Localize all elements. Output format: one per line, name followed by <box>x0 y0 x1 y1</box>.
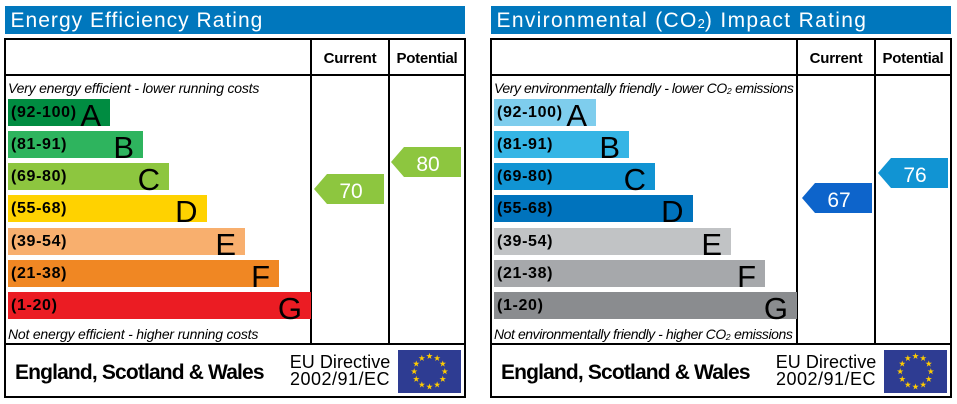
svg-text:76: 76 <box>903 164 926 187</box>
svg-text:80: 80 <box>416 153 439 176</box>
svg-text:67: 67 <box>827 188 850 211</box>
svg-text:70: 70 <box>339 179 362 202</box>
